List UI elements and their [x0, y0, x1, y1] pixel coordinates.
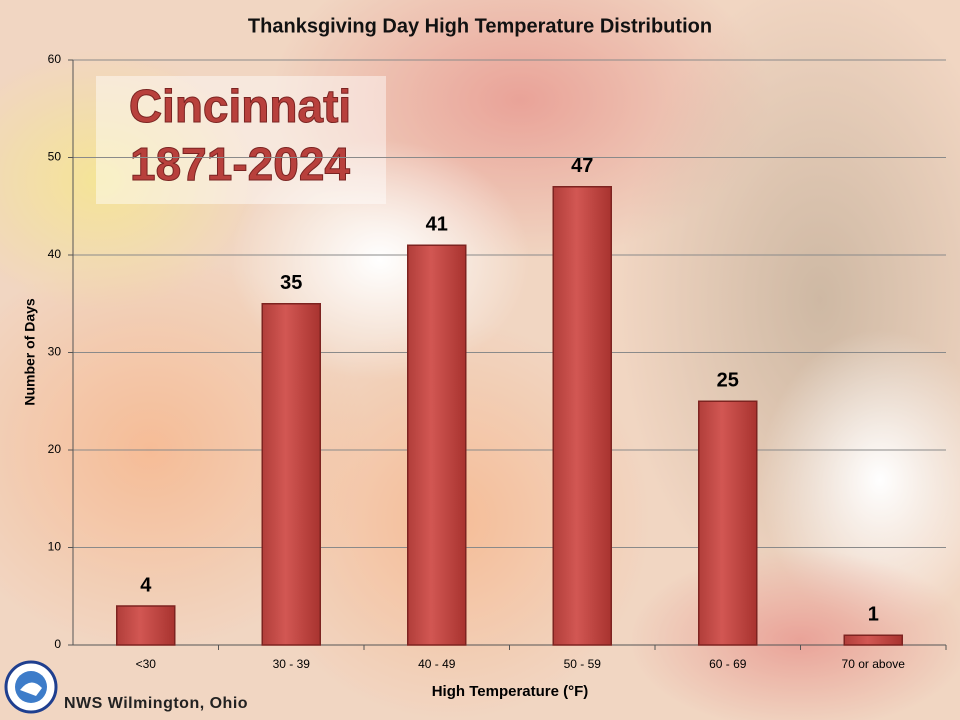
- source: NWS Wilmington, Ohio: [64, 695, 248, 712]
- bar: [698, 400, 758, 646]
- data-label: 25: [717, 370, 739, 392]
- x-tick-label: 60 - 69: [709, 657, 747, 671]
- x-axis-label: High Temperature (°F): [432, 683, 589, 700]
- y-tick-label: 0: [54, 637, 61, 651]
- y-tick-label: 60: [48, 52, 62, 66]
- y-axis-label: Number of Days: [22, 298, 38, 406]
- data-label: 4: [140, 574, 152, 596]
- bar: [261, 303, 321, 646]
- bar: [116, 605, 176, 646]
- annotation: Cincinnati: [129, 80, 351, 132]
- y-tick-label: 20: [48, 442, 62, 456]
- bar: [843, 634, 903, 646]
- y-tick-label: 50: [48, 150, 62, 164]
- data-label: 41: [426, 214, 448, 236]
- y-tick-label: 40: [48, 247, 62, 261]
- x-tick-label: 50 - 59: [564, 657, 602, 671]
- annotation-box: [96, 76, 386, 204]
- y-tick-label: 30: [48, 345, 62, 359]
- x-tick-label: <30: [136, 657, 157, 671]
- annotation: 1871-2024: [130, 138, 350, 190]
- bar: [407, 244, 467, 646]
- x-tick-label: 70 or above: [842, 657, 906, 671]
- logo: [4, 660, 58, 714]
- chart-title: Thanksgiving Day High Temperature Distri…: [248, 15, 712, 37]
- data-label: 35: [280, 272, 302, 294]
- data-label: 47: [571, 155, 593, 177]
- x-tick-label: 30 - 39: [273, 657, 311, 671]
- x-tick-label: 40 - 49: [418, 657, 456, 671]
- bar: [552, 186, 612, 646]
- y-tick-label: 10: [48, 540, 62, 554]
- data-label: 1: [868, 604, 879, 626]
